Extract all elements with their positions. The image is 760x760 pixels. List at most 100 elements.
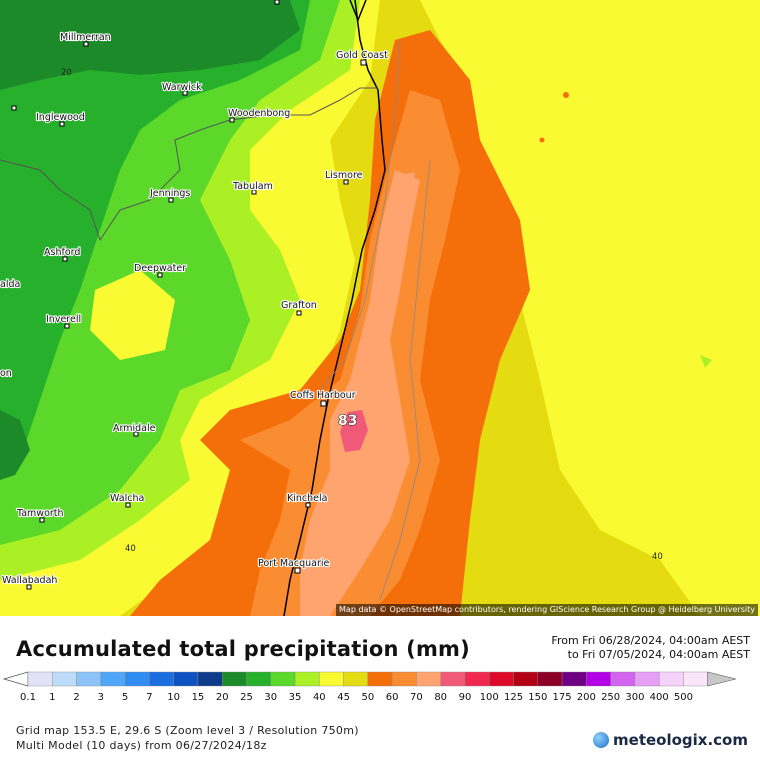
zone-80mm	[340, 410, 368, 452]
legend-label: 100	[480, 692, 499, 703]
legend-label: 20	[216, 692, 229, 703]
contour-label: 40	[652, 552, 663, 562]
place-label: Armidale	[113, 423, 156, 434]
legend-swatch	[683, 671, 708, 687]
place-label: Inglewood	[36, 112, 85, 123]
zone-35mm-east	[700, 355, 712, 368]
place-dot	[229, 117, 235, 123]
meteologix-logo[interactable]: meteologix.com	[593, 731, 748, 749]
legend-swatch	[610, 671, 636, 687]
legend-swatch	[634, 671, 660, 687]
zone-20mm	[0, 0, 300, 90]
legend-label: 150	[528, 692, 547, 703]
legend-label: 7	[146, 692, 152, 703]
place-dot	[26, 584, 32, 590]
state-border	[0, 87, 378, 242]
coastline	[283, 0, 386, 616]
place-label: Warwick	[162, 82, 202, 93]
place-dot	[125, 502, 131, 508]
legend-arrow-right	[707, 671, 737, 687]
place-dot	[168, 197, 174, 203]
legend-label: 50	[361, 692, 374, 703]
contour-line	[319, 39, 401, 391]
place-dot	[39, 517, 45, 523]
zone-40mm-pocket	[90, 270, 175, 360]
legend-label: 175	[553, 692, 572, 703]
globe-icon	[593, 732, 610, 748]
precipitation-map[interactable]: Millmerran Warwick Inglewood Woodenbong …	[0, 0, 760, 616]
contour-label: 20	[61, 68, 72, 78]
place-label: Inverell	[46, 314, 81, 325]
place-dot	[83, 41, 89, 47]
legend-label: 60	[386, 692, 399, 703]
place-dot	[62, 256, 68, 262]
legend-swatch	[586, 671, 611, 687]
legend-swatch	[100, 671, 126, 687]
place-label: Coffs Harbour	[290, 390, 356, 401]
legend-label: 35	[289, 692, 302, 703]
color-legend: 0.1 1 2 3 5 7 10 15 20 25 30 35 40 45 50 60 70 80 90 100 125…	[0, 668, 760, 708]
place-label: Ashford	[44, 247, 80, 258]
legend-swatch	[464, 671, 490, 687]
place-dot	[274, 0, 280, 5]
contour-line	[379, 159, 431, 601]
legend-label: 40	[313, 692, 326, 703]
legend-label: 400	[650, 692, 669, 703]
place-label: Tamworth	[16, 508, 64, 519]
map-title: Accumulated total precipitation (mm)	[16, 637, 470, 661]
place-dot	[305, 502, 311, 508]
place-label: alda	[0, 279, 20, 290]
place-label: Millmerran	[60, 32, 111, 43]
legend-swatch	[294, 671, 320, 687]
place-label: Tabulam	[232, 181, 273, 192]
grid-info: Grid map 153.5 E, 29.6 S (Zoom level 3 /…	[16, 723, 359, 753]
legend-label: 70	[410, 692, 423, 703]
legend-label: 125	[504, 692, 523, 703]
period-from: From Fri 06/28/2024, 04:00am AEST	[551, 634, 750, 647]
place-dot	[296, 310, 302, 316]
place-label: Jennings	[149, 188, 190, 199]
place-dot	[11, 105, 17, 111]
legend-label: 90	[459, 692, 472, 703]
place-dot	[182, 90, 188, 96]
place-dot	[294, 567, 301, 574]
legend-label: 3	[98, 692, 104, 703]
legend-label: 1	[49, 692, 55, 703]
legend-swatch	[440, 671, 466, 687]
legend-swatch	[27, 671, 53, 687]
period-to: to Fri 07/05/2024, 04:00am AEST	[567, 648, 750, 661]
legend-canvas: 0.1 1 2 3 5 7 10 15 20 25 30 35 40 45 50 60 70 80 90 100 125…	[2, 671, 737, 703]
legend-label: 250	[601, 692, 620, 703]
place-label: Woodenbong	[228, 108, 290, 119]
legend-label: 15	[192, 692, 205, 703]
place-dot	[59, 121, 65, 127]
place-dot	[320, 400, 327, 407]
zone-70mm	[300, 170, 420, 616]
legend-label: 30	[264, 692, 277, 703]
legend-label: 25	[240, 692, 253, 703]
place-dot	[157, 272, 163, 278]
map-canvas: Millmerran Warwick Inglewood Woodenbong …	[0, 0, 760, 616]
legend-label: 500	[674, 692, 693, 703]
zone-25mm	[0, 0, 310, 470]
grid-info-text: Grid map 153.5 E, 29.6 S (Zoom level 3 /…	[16, 724, 359, 737]
coastline-bay	[349, 0, 367, 23]
zone-20mm-west	[0, 410, 30, 480]
legend-swatch	[173, 671, 199, 687]
place-label: Grafton	[281, 300, 317, 311]
place-label: Wallabadah	[2, 575, 57, 586]
map-attribution: Map data © OpenStreetMap contributors, r…	[336, 604, 758, 616]
place-dot	[343, 179, 349, 185]
legend-label: 2	[73, 692, 79, 703]
legend-arrow-left	[2, 671, 29, 687]
legend-swatch	[561, 671, 587, 687]
spot-50mm-a	[563, 92, 569, 98]
legend-swatch	[537, 671, 563, 687]
legend-swatch	[149, 671, 174, 687]
contour-label: 40	[125, 544, 136, 554]
legend-swatch	[76, 671, 102, 687]
model-info-text: Multi Model (10 days) from 06/27/2024/18…	[16, 739, 267, 752]
place-label: Port Macquarie	[258, 558, 330, 569]
max-value-label: 83	[338, 413, 357, 429]
legend-swatch	[246, 671, 271, 687]
